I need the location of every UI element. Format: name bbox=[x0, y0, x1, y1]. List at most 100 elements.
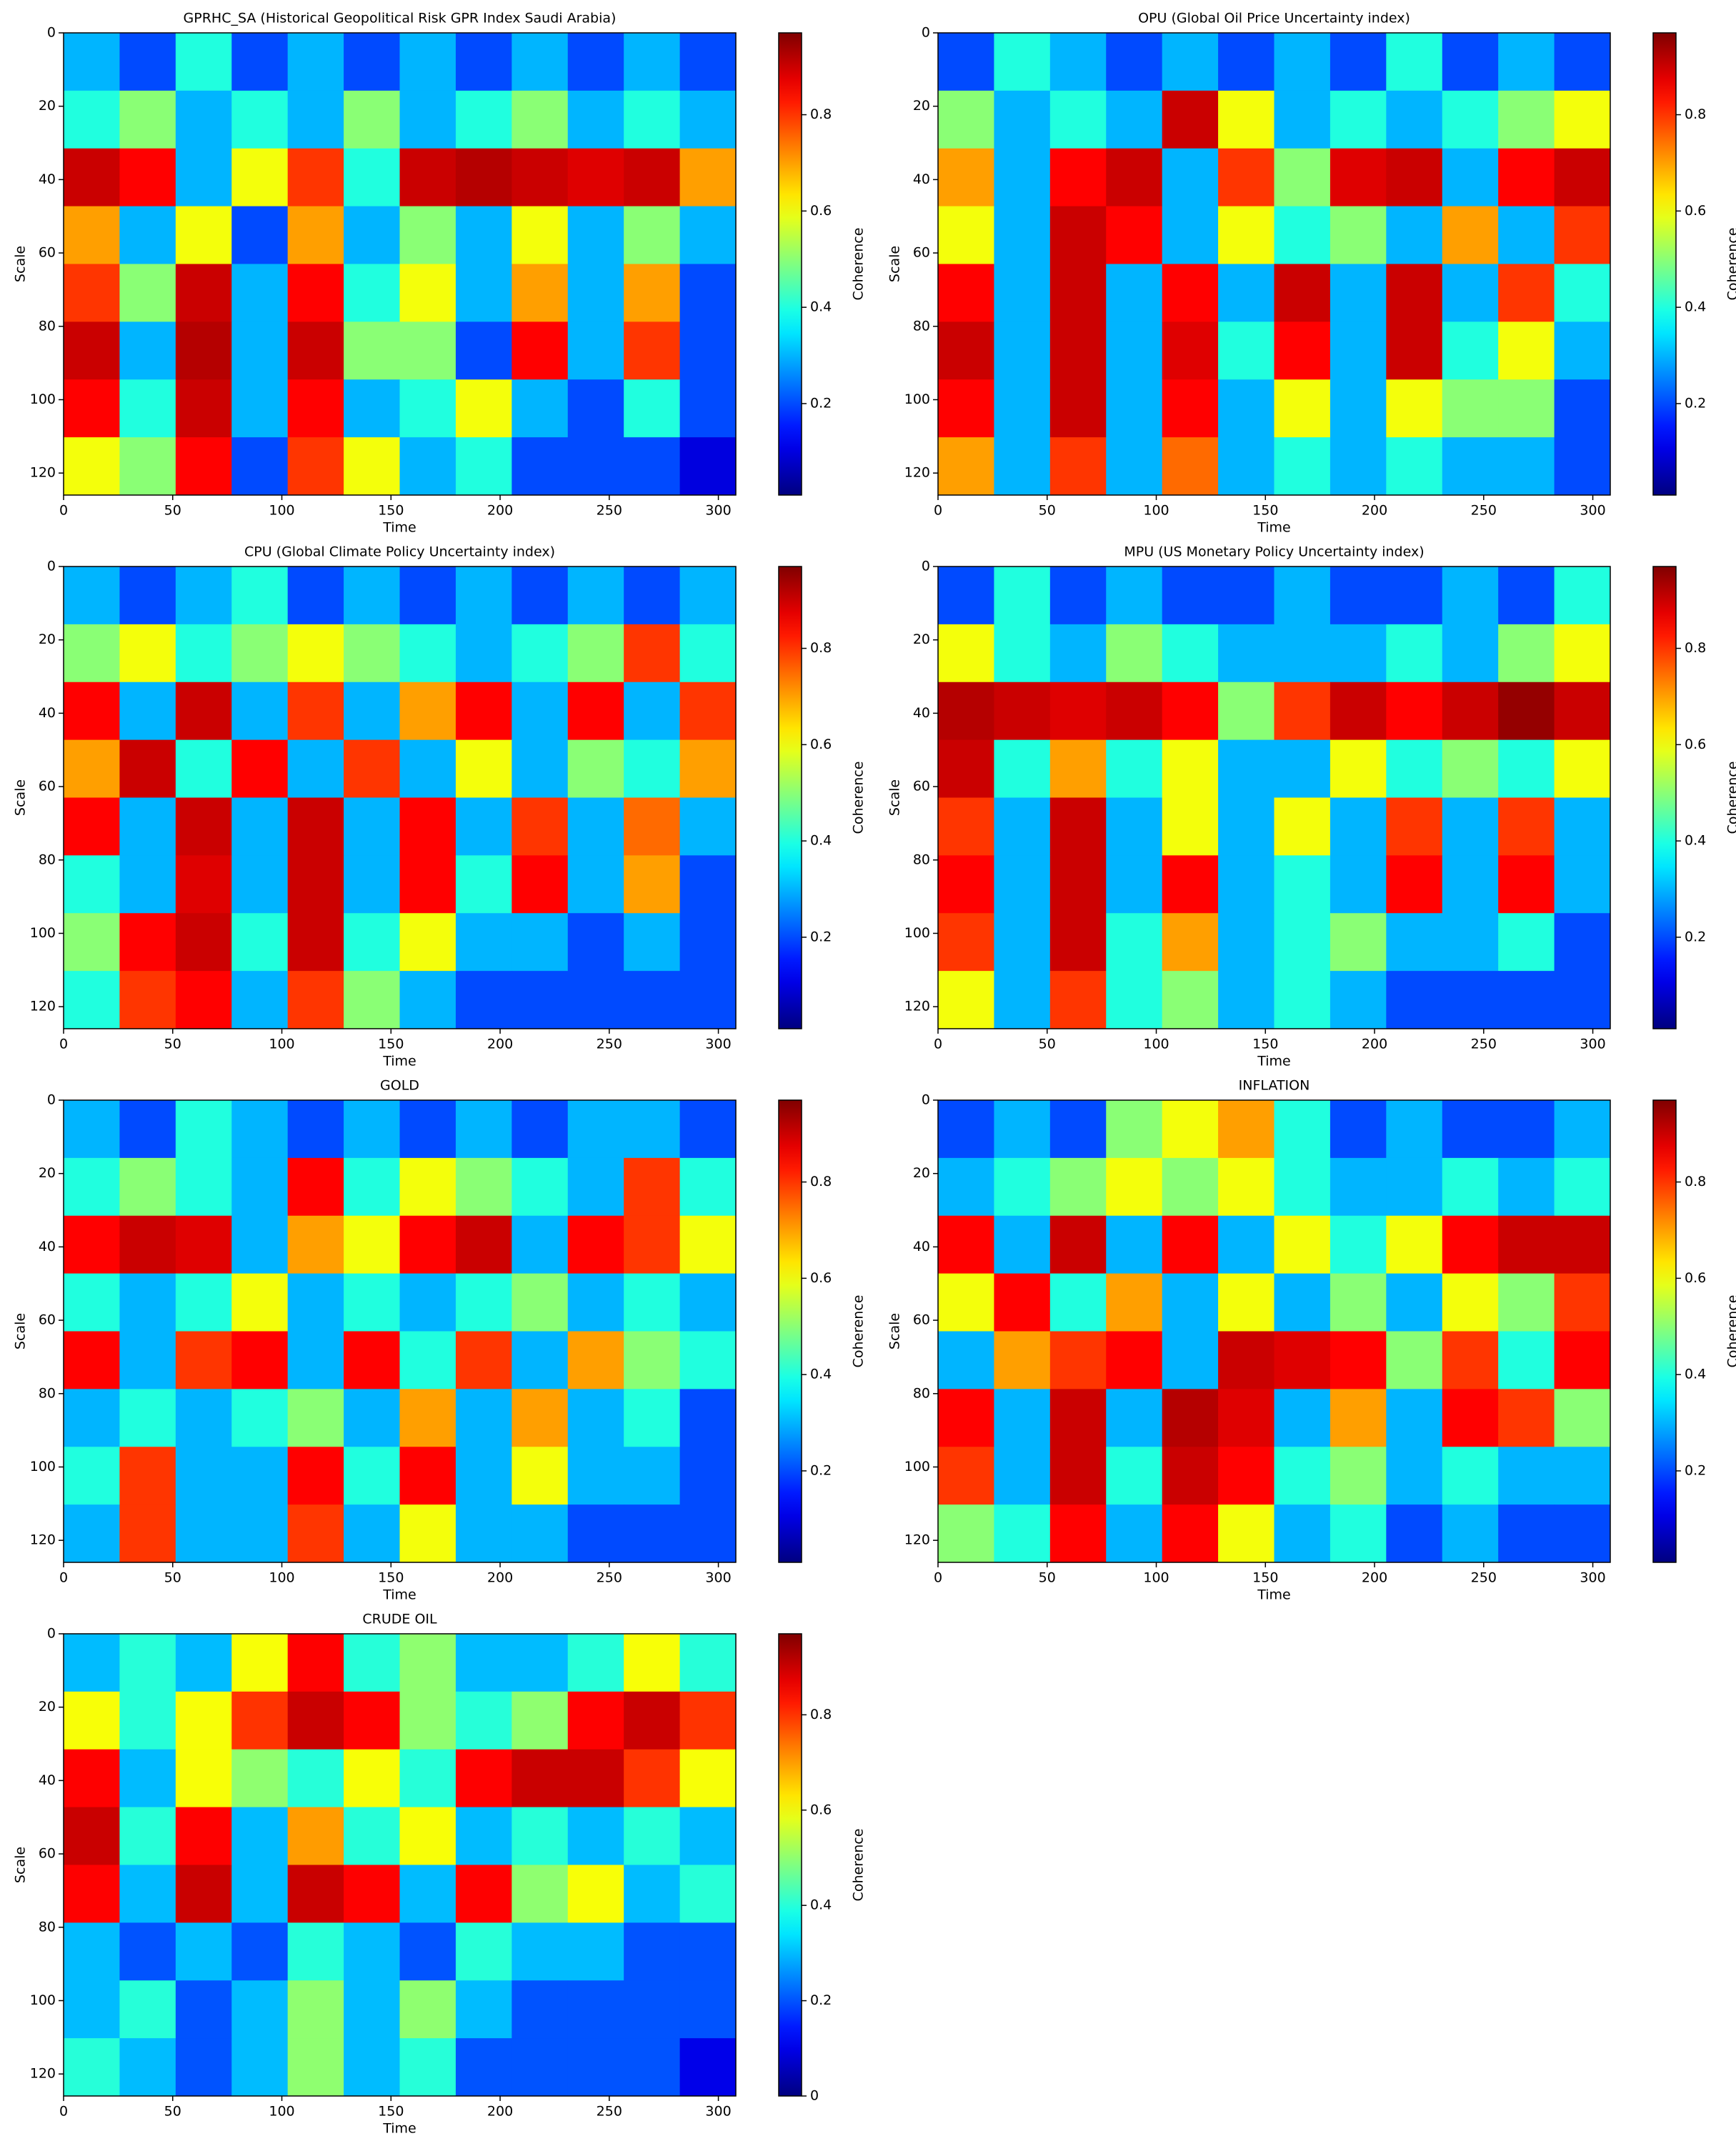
y-tick-label: 60 bbox=[913, 779, 930, 794]
heatmap-cell bbox=[512, 913, 569, 972]
heatmap-cell bbox=[938, 682, 994, 741]
x-tick-label: 150 bbox=[1252, 1570, 1278, 1586]
heatmap-cell bbox=[455, 206, 512, 264]
heatmap-cell bbox=[938, 33, 994, 91]
y-tick-label: 80 bbox=[39, 1919, 56, 1935]
x-tick-label: 50 bbox=[164, 503, 181, 519]
heatmap-cell bbox=[1049, 797, 1107, 856]
heatmap-cell bbox=[1218, 321, 1274, 380]
x-axis-label: Time bbox=[1257, 520, 1291, 536]
y-axis-label: Scale bbox=[13, 779, 29, 816]
heatmap-cell bbox=[1274, 90, 1331, 149]
heatmap-cell bbox=[175, 797, 232, 856]
chart-title: GPRHC_SA (Historical Geopolitical Risk G… bbox=[184, 11, 617, 26]
heatmap-cell bbox=[679, 379, 737, 438]
x-tick-label: 0 bbox=[59, 1570, 68, 1586]
heatmap-cell bbox=[1274, 1389, 1331, 1447]
heatmap-cell bbox=[1554, 797, 1611, 856]
x-tick-label: 150 bbox=[1252, 1037, 1278, 1052]
heatmap-cell bbox=[399, 1504, 457, 1563]
axes-frame bbox=[63, 32, 737, 496]
heatmap-cell bbox=[994, 379, 1051, 438]
y-tick-label: 20 bbox=[39, 1165, 56, 1181]
axes-frame bbox=[937, 32, 1611, 496]
heatmap-cell bbox=[399, 1157, 457, 1217]
heatmap-cell bbox=[399, 1980, 457, 2039]
heatmap-cell bbox=[1106, 567, 1163, 625]
heatmap-cell bbox=[119, 148, 176, 207]
heatmap-cell bbox=[512, 321, 569, 380]
heatmap-cell bbox=[1049, 971, 1107, 1029]
colorbar-tick-label: 0.4 bbox=[1685, 299, 1706, 315]
x-tick-label: 0 bbox=[934, 503, 942, 519]
x-tick-label: 150 bbox=[1252, 503, 1278, 519]
heatmap-cell bbox=[1386, 739, 1443, 798]
heatmap-cell bbox=[344, 739, 400, 798]
heatmap-cell bbox=[119, 1980, 176, 2039]
heatmap-cell bbox=[64, 1691, 120, 1750]
heatmap-cell bbox=[1049, 624, 1107, 683]
heatmap-cell bbox=[455, 1980, 512, 2039]
colorbar-label: Coherence bbox=[1725, 228, 1736, 301]
colorbar bbox=[1652, 566, 1677, 1029]
y-tick-label: 40 bbox=[913, 171, 930, 187]
heatmap-cell bbox=[679, 148, 737, 207]
heatmap-cell bbox=[287, 1100, 344, 1159]
heatmap-cell bbox=[344, 1922, 400, 1981]
heatmap-cell bbox=[1218, 90, 1274, 149]
x-tick-label: 300 bbox=[1580, 1570, 1605, 1586]
heatmap-cell bbox=[1498, 1331, 1555, 1389]
heatmap-cell bbox=[1106, 206, 1163, 264]
heatmap-cell bbox=[64, 206, 120, 264]
heatmap-cell bbox=[1442, 739, 1499, 798]
axes-frame bbox=[63, 1633, 737, 2097]
heatmap-cell bbox=[287, 33, 344, 91]
heatmap-cell bbox=[1218, 148, 1274, 207]
heatmap-cell bbox=[399, 624, 457, 683]
heatmap-cell bbox=[344, 1215, 400, 1274]
x-tick-label: 200 bbox=[487, 1570, 513, 1586]
heatmap-cell bbox=[399, 1215, 457, 1274]
y-tick-label: 80 bbox=[913, 318, 930, 334]
heatmap-cell bbox=[1274, 1273, 1331, 1332]
heatmap-cell bbox=[231, 264, 289, 322]
heatmap-cell bbox=[344, 797, 400, 856]
heatmap-cell bbox=[512, 1865, 569, 1923]
heatmap-cell bbox=[994, 437, 1051, 496]
x-tick-label: 100 bbox=[1143, 503, 1169, 519]
heatmap-cell bbox=[175, 1447, 232, 1505]
heatmap-cell bbox=[512, 1634, 569, 1692]
heatmap-cell bbox=[119, 90, 176, 149]
x-tick-label: 150 bbox=[378, 503, 404, 519]
heatmap-cell bbox=[455, 1447, 512, 1505]
heatmap-cell bbox=[287, 1980, 344, 2039]
colorbar-tick-label: 0.8 bbox=[1685, 106, 1706, 122]
heatmap-cell bbox=[231, 567, 289, 625]
heatmap-cell bbox=[567, 206, 624, 264]
heatmap-cell bbox=[1386, 264, 1443, 322]
heatmap-cell bbox=[455, 855, 512, 914]
heatmap-cell bbox=[1218, 739, 1274, 798]
heatmap-cell bbox=[1049, 1100, 1107, 1159]
heatmap-cell bbox=[1386, 1215, 1443, 1274]
colorbar bbox=[778, 1633, 802, 2097]
heatmap-cell bbox=[119, 321, 176, 380]
heatmap-cell bbox=[455, 264, 512, 322]
x-tick-label: 300 bbox=[1580, 503, 1605, 519]
heatmap-cell bbox=[1386, 1331, 1443, 1389]
y-tick-label: 0 bbox=[922, 559, 930, 574]
heatmap-cell bbox=[119, 33, 176, 91]
heatmap-cell bbox=[624, 1447, 681, 1505]
heatmap-cell bbox=[624, 321, 681, 380]
heatmap-cell bbox=[1554, 321, 1611, 380]
x-axis-label: Time bbox=[382, 520, 416, 536]
heatmap-cell bbox=[399, 206, 457, 264]
heatmap-cell bbox=[344, 379, 400, 438]
heatmap-cell bbox=[64, 913, 120, 972]
heatmap-cell bbox=[1162, 1447, 1219, 1505]
heatmap-cell bbox=[1106, 913, 1163, 972]
heatmap-cell bbox=[455, 2038, 512, 2097]
heatmap-cell bbox=[1218, 33, 1274, 91]
heatmap-cell bbox=[1106, 971, 1163, 1029]
heatmap-cell bbox=[455, 971, 512, 1029]
